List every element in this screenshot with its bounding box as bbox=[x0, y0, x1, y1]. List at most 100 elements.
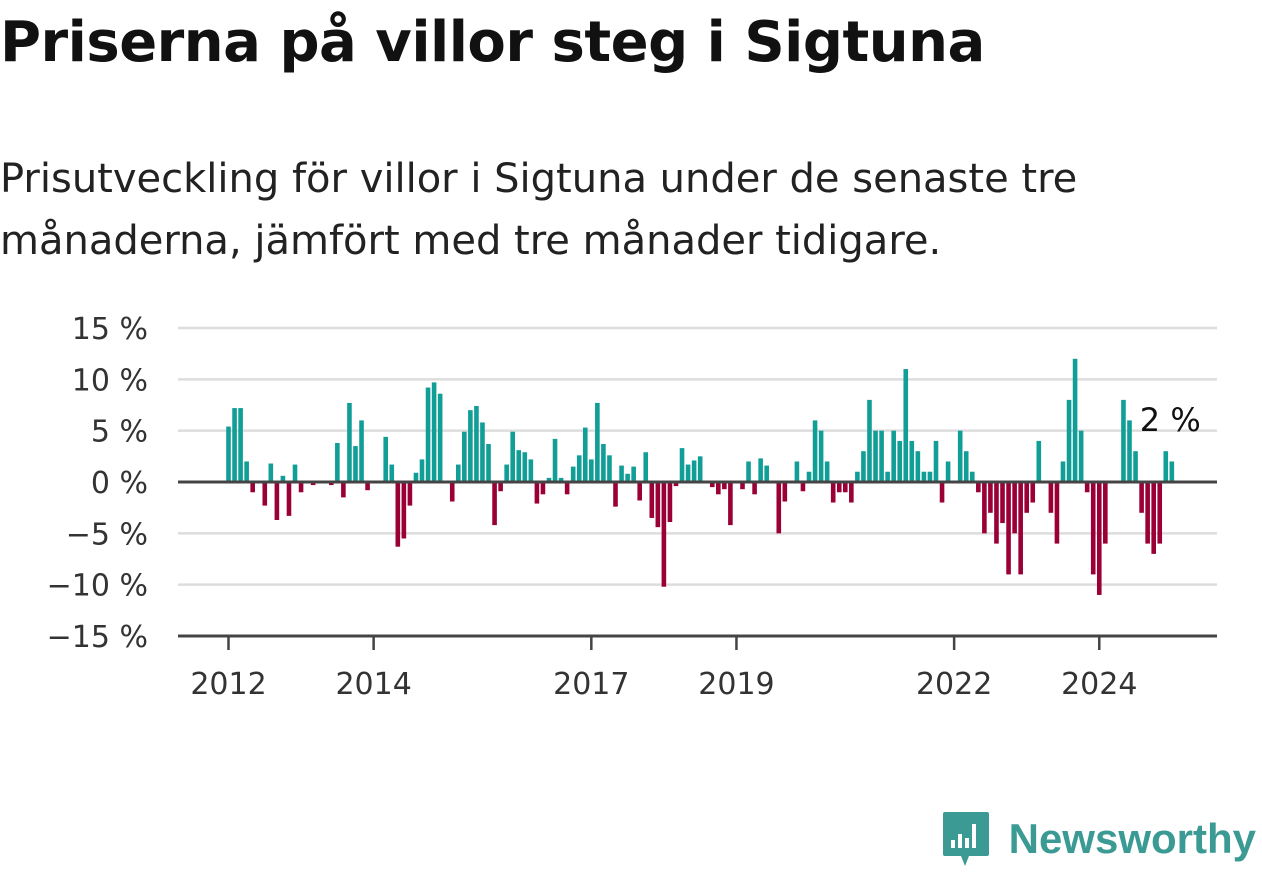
bar bbox=[957, 430, 963, 482]
bar bbox=[794, 461, 800, 482]
bar bbox=[891, 430, 896, 482]
bar bbox=[359, 420, 364, 482]
bar bbox=[939, 482, 945, 503]
x-tick-label: 2024 bbox=[1061, 667, 1137, 702]
y-tick-label: −15 % bbox=[47, 620, 148, 655]
brand: Newsworthy bbox=[941, 801, 1256, 877]
bar bbox=[836, 482, 842, 493]
bar bbox=[643, 452, 649, 482]
bar bbox=[516, 450, 522, 482]
bar bbox=[1096, 482, 1102, 595]
bar bbox=[716, 482, 721, 495]
bar bbox=[921, 471, 927, 482]
chart-title: Priserna på villor steg i Sigtuna bbox=[0, 10, 985, 75]
bar bbox=[842, 482, 848, 493]
bar bbox=[298, 482, 304, 493]
bar bbox=[637, 482, 642, 501]
bar bbox=[824, 461, 830, 482]
bar bbox=[504, 464, 509, 482]
bar bbox=[244, 461, 249, 482]
bar bbox=[401, 482, 407, 539]
bar bbox=[818, 430, 824, 482]
bar bbox=[576, 455, 582, 482]
bar bbox=[492, 482, 497, 526]
bar bbox=[812, 420, 818, 482]
bar bbox=[1060, 461, 1066, 482]
bar bbox=[329, 482, 334, 486]
bar bbox=[1000, 482, 1005, 524]
bar bbox=[679, 448, 685, 482]
bar bbox=[1169, 461, 1175, 482]
bar bbox=[764, 465, 769, 482]
bar bbox=[607, 455, 612, 482]
bar bbox=[655, 482, 661, 528]
y-tick-label: 0 % bbox=[91, 466, 148, 501]
bar bbox=[963, 451, 969, 482]
bar bbox=[861, 451, 866, 482]
bar bbox=[746, 461, 751, 482]
bar bbox=[310, 482, 316, 486]
bar bbox=[1030, 482, 1036, 503]
bar bbox=[425, 387, 431, 482]
bar bbox=[589, 459, 594, 482]
bar bbox=[389, 464, 395, 482]
x-axis-ticks: 2012 2014 2017 2019 2022 2024 bbox=[190, 636, 1137, 702]
bar bbox=[1103, 482, 1108, 544]
bar bbox=[867, 399, 872, 482]
bar bbox=[691, 460, 697, 482]
bar bbox=[1072, 358, 1078, 482]
chart-subtitle: Prisutveckling för villor i Sigtuna unde… bbox=[0, 156, 1078, 264]
y-tick-label: 5 % bbox=[91, 415, 148, 450]
bar bbox=[238, 408, 243, 482]
x-tick-label: 2017 bbox=[553, 667, 629, 702]
bar bbox=[292, 464, 298, 482]
bar bbox=[1036, 440, 1042, 482]
bar bbox=[740, 482, 745, 490]
y-tick-label: 15 % bbox=[72, 312, 148, 347]
bar bbox=[468, 410, 473, 482]
y-tick-label: −10 % bbox=[47, 569, 148, 604]
grid-layer bbox=[178, 326, 1217, 586]
bar bbox=[903, 369, 909, 482]
newsworthy-logo-icon bbox=[942, 812, 989, 866]
bar bbox=[776, 482, 782, 534]
bar bbox=[1157, 482, 1163, 544]
bar bbox=[353, 446, 358, 482]
bar bbox=[582, 427, 588, 482]
bar bbox=[782, 482, 788, 502]
bar bbox=[498, 482, 503, 492]
bar bbox=[855, 471, 860, 482]
bar bbox=[897, 440, 903, 482]
bar bbox=[528, 459, 534, 482]
bar bbox=[631, 466, 636, 482]
bar bbox=[1078, 430, 1084, 482]
bar bbox=[570, 466, 576, 482]
bar bbox=[830, 482, 836, 503]
bar bbox=[455, 464, 461, 482]
bar bbox=[976, 482, 981, 493]
bar bbox=[286, 482, 292, 516]
bar bbox=[667, 482, 673, 523]
bar bbox=[413, 472, 419, 482]
bar bbox=[709, 482, 715, 488]
bar bbox=[685, 464, 691, 482]
bar bbox=[619, 465, 624, 482]
x-tick-label: 2022 bbox=[916, 667, 992, 702]
bar bbox=[365, 482, 370, 491]
bar bbox=[758, 458, 763, 482]
bar bbox=[595, 402, 600, 482]
bar bbox=[1054, 482, 1060, 544]
bar bbox=[280, 475, 286, 482]
bar bbox=[1133, 451, 1138, 482]
bar bbox=[988, 482, 993, 513]
bar bbox=[673, 482, 679, 487]
bar bbox=[994, 482, 999, 544]
bar bbox=[274, 482, 280, 520]
bar bbox=[1151, 482, 1156, 554]
bar bbox=[1018, 482, 1023, 575]
y-tick-label: −5 % bbox=[66, 517, 148, 552]
bar bbox=[1048, 482, 1054, 513]
bar bbox=[927, 471, 933, 482]
bar bbox=[879, 430, 884, 482]
bar bbox=[462, 431, 467, 482]
